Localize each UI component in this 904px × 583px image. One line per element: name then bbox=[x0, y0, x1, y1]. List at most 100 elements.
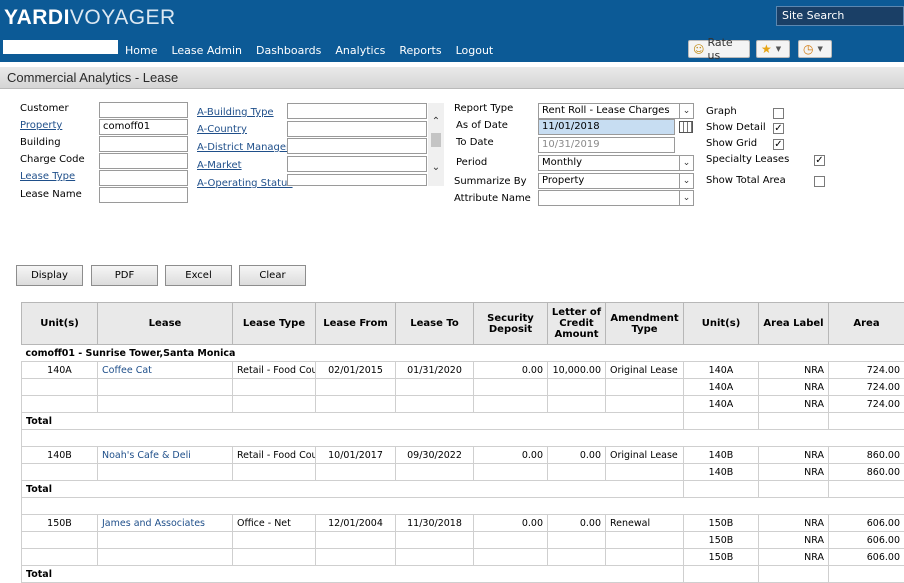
area-label-cell: NRA bbox=[759, 362, 829, 379]
header-area[interactable]: Area bbox=[829, 303, 904, 345]
total-label: Total bbox=[22, 481, 684, 498]
chevron-down-icon[interactable]: ⌄ bbox=[679, 191, 693, 205]
total-cell bbox=[759, 481, 829, 498]
building-input[interactable] bbox=[99, 136, 188, 152]
charge-code-input[interactable] bbox=[99, 153, 188, 169]
yardi-voyager-logo[interactable]: YARDIVOYAGER bbox=[4, 6, 176, 30]
lease-type-link[interactable]: Lease Type bbox=[20, 171, 75, 182]
customer-input[interactable] bbox=[99, 102, 188, 118]
display-button[interactable]: Display bbox=[16, 265, 83, 286]
property-input[interactable]: comoff01 bbox=[99, 119, 188, 135]
excel-button[interactable]: Excel bbox=[165, 265, 232, 286]
attr-country-input[interactable] bbox=[287, 121, 427, 137]
lease-to-cell bbox=[396, 549, 474, 566]
scrollbar-thumb[interactable] bbox=[431, 133, 441, 147]
header-area-label[interactable]: Area Label bbox=[759, 303, 829, 345]
favorites-button[interactable]: ★ ▼ bbox=[756, 40, 790, 58]
attr-market-input[interactable] bbox=[287, 156, 427, 172]
attributes-scrollbar[interactable]: ⌃ ⌄ bbox=[428, 103, 444, 186]
graph-checkbox[interactable] bbox=[773, 108, 784, 119]
pdf-button[interactable]: PDF bbox=[91, 265, 158, 286]
attr-operating-status-link[interactable]: A-Operating Status bbox=[197, 178, 293, 189]
property-link[interactable]: Property bbox=[20, 120, 62, 131]
show-total-area-checkbox[interactable] bbox=[814, 176, 825, 187]
clear-button[interactable]: Clear bbox=[239, 265, 306, 286]
lease-name-link bbox=[98, 532, 233, 549]
area-value-cell: 724.00 bbox=[829, 396, 904, 413]
lease-type-cell bbox=[233, 396, 316, 413]
area-label-cell: NRA bbox=[759, 464, 829, 481]
nav-lease-admin[interactable]: Lease Admin bbox=[171, 44, 242, 57]
letter-of-credit-cell: 10,000.00 bbox=[548, 362, 606, 379]
attr-building-type-link[interactable]: A-Building Type bbox=[197, 107, 274, 118]
as-of-date-label: As of Date bbox=[456, 120, 508, 131]
attr-building-type-input[interactable] bbox=[287, 103, 427, 119]
area-unit-cell: 140A bbox=[684, 379, 759, 396]
total-label: Total bbox=[22, 413, 684, 430]
header-letter-of-credit[interactable]: Letter of Credit Amount bbox=[548, 303, 606, 345]
period-label: Period bbox=[456, 157, 487, 168]
header-amendment-type[interactable]: Amendment Type bbox=[606, 303, 684, 345]
lease-type-cell bbox=[233, 549, 316, 566]
attr-country-link[interactable]: A-Country bbox=[197, 124, 247, 135]
to-date-input[interactable]: 10/31/2019 bbox=[538, 137, 675, 153]
lease-type-cell bbox=[233, 379, 316, 396]
as-of-date-input[interactable]: 11/01/2018 bbox=[538, 119, 675, 135]
header-units-2[interactable]: Unit(s) bbox=[684, 303, 759, 345]
specialty-leases-checkbox[interactable]: ✓ bbox=[814, 155, 825, 166]
lease-name-link[interactable]: Coffee Cat bbox=[98, 362, 233, 379]
lease-name-link[interactable]: James and Associates bbox=[98, 515, 233, 532]
period-value: Monthly bbox=[542, 157, 582, 168]
attr-operating-status-input[interactable] bbox=[287, 174, 427, 186]
summarize-by-select[interactable]: Property ⌄ bbox=[538, 173, 694, 189]
security-deposit-cell: 0.00 bbox=[474, 362, 548, 379]
user-input-box[interactable] bbox=[3, 40, 118, 54]
nav-reports[interactable]: Reports bbox=[399, 44, 441, 57]
area-label-cell: NRA bbox=[759, 447, 829, 464]
site-search-input[interactable]: Site Search bbox=[776, 6, 904, 26]
lease-name-input[interactable] bbox=[99, 187, 188, 203]
nav-home[interactable]: Home bbox=[125, 44, 157, 57]
header-lease-from[interactable]: Lease From bbox=[316, 303, 396, 345]
nav-logout[interactable]: Logout bbox=[456, 44, 494, 57]
show-detail-checkbox[interactable]: ✓ bbox=[773, 123, 784, 134]
group-row: comoff01 - Sunrise Tower,Santa Monica bbox=[22, 345, 904, 362]
summarize-by-value: Property bbox=[542, 175, 584, 186]
chevron-down-icon[interactable]: ⌄ bbox=[428, 161, 444, 175]
chevron-up-icon[interactable]: ⌃ bbox=[428, 115, 444, 129]
lease-to-cell: 11/30/2018 bbox=[396, 515, 474, 532]
attribute-name-select[interactable]: ⌄ bbox=[538, 190, 694, 206]
header-security-deposit[interactable]: Security Deposit bbox=[474, 303, 548, 345]
area-unit-cell: 140A bbox=[684, 362, 759, 379]
area-unit-cell: 150B bbox=[684, 532, 759, 549]
header-lease-type[interactable]: Lease Type bbox=[233, 303, 316, 345]
nav-dashboards[interactable]: Dashboards bbox=[256, 44, 321, 57]
chevron-down-icon[interactable]: ⌄ bbox=[679, 174, 693, 188]
area-value-cell: 724.00 bbox=[829, 362, 904, 379]
report-type-select[interactable]: Rent Roll - Lease Charges ⌄ bbox=[538, 103, 694, 119]
table-header-row: Unit(s) Lease Lease Type Lease From Leas… bbox=[22, 303, 904, 345]
lease-from-cell: 12/01/2004 bbox=[316, 515, 396, 532]
header-lease[interactable]: Lease bbox=[98, 303, 233, 345]
header-lease-to[interactable]: Lease To bbox=[396, 303, 474, 345]
lease-to-cell: 09/30/2022 bbox=[396, 447, 474, 464]
show-grid-checkbox[interactable]: ✓ bbox=[773, 139, 784, 150]
nav-analytics[interactable]: Analytics bbox=[335, 44, 385, 57]
total-cell bbox=[759, 413, 829, 430]
attr-district-manager-link[interactable]: A-District Manager bbox=[197, 142, 290, 153]
total-cell bbox=[684, 566, 759, 583]
chevron-down-icon[interactable]: ⌄ bbox=[679, 156, 693, 170]
page-title: Commercial Analytics - Lease bbox=[7, 70, 178, 85]
lease-name-link[interactable]: Noah's Cafe & Deli bbox=[98, 447, 233, 464]
lease-type-input[interactable] bbox=[99, 170, 188, 186]
chevron-down-icon[interactable]: ⌄ bbox=[679, 104, 693, 118]
attribute-name-label: Attribute Name bbox=[454, 193, 531, 204]
rate-us-button[interactable]: ☺ Rate us bbox=[688, 40, 750, 58]
calendar-icon[interactable] bbox=[679, 121, 693, 133]
attr-market-link[interactable]: A-Market bbox=[197, 160, 242, 171]
header-units[interactable]: Unit(s) bbox=[22, 303, 98, 345]
history-button[interactable]: ◷ ▼ bbox=[798, 40, 832, 58]
period-select[interactable]: Monthly ⌄ bbox=[538, 155, 694, 171]
attr-district-manager-input[interactable] bbox=[287, 138, 427, 154]
